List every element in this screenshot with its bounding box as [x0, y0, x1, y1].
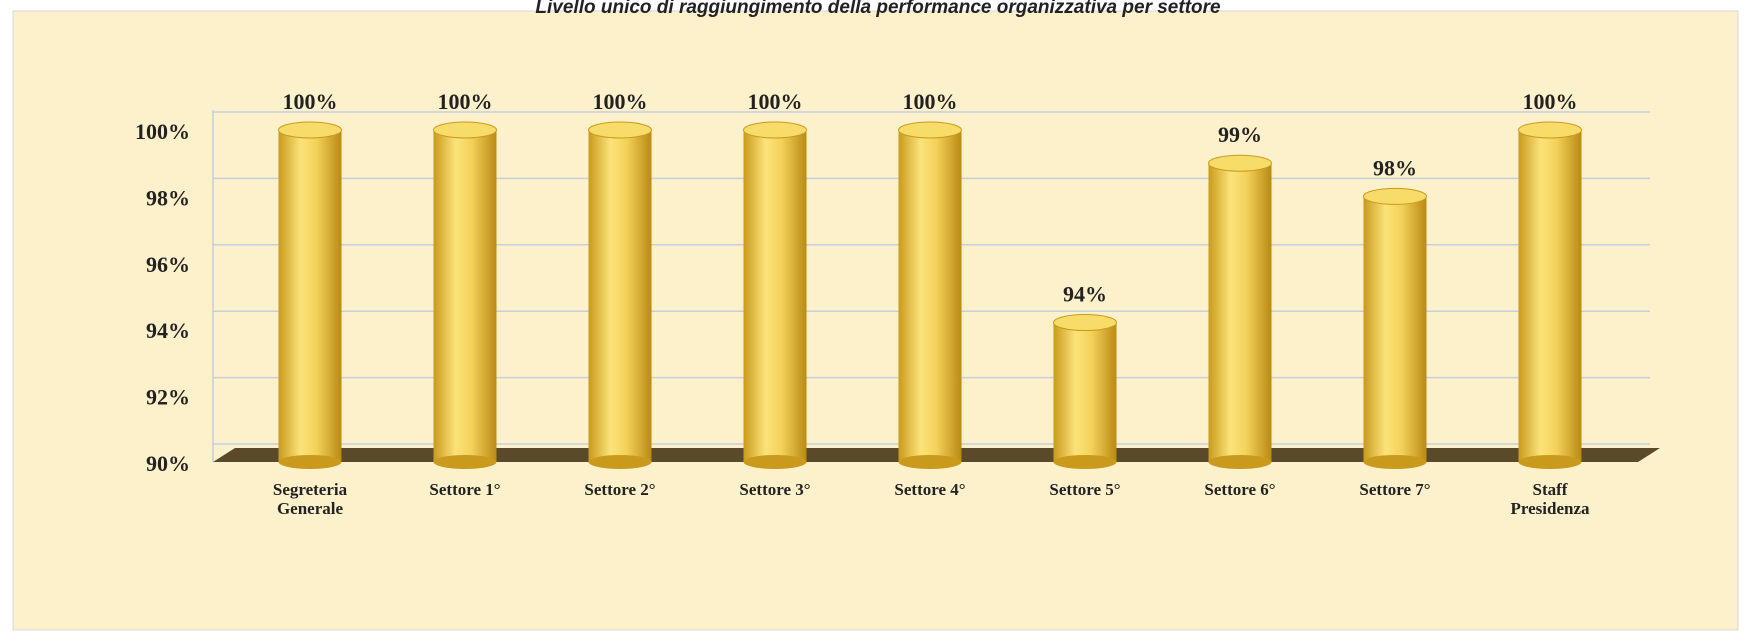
- value-label: 100%: [438, 89, 493, 114]
- x-tick-label: Settore 1°: [429, 480, 501, 499]
- y-tick-label: 94%: [146, 318, 190, 343]
- bar-top: [1363, 187, 1427, 205]
- bar: [278, 130, 342, 462]
- bar-top: [433, 121, 497, 139]
- bar-base: [1363, 455, 1427, 469]
- value-label: 99%: [1218, 122, 1262, 147]
- value-label: 100%: [283, 89, 338, 114]
- bar-base: [1208, 455, 1272, 469]
- bar: [743, 130, 807, 462]
- value-label: 94%: [1063, 282, 1107, 307]
- value-label: 100%: [1523, 89, 1578, 114]
- bar: [898, 130, 962, 462]
- x-tick-label: Settore 7°: [1359, 480, 1431, 499]
- bar-top: [1518, 121, 1582, 139]
- bar-base: [588, 455, 652, 469]
- x-tick-label: Settore 5°: [1049, 480, 1121, 499]
- bar-base: [1518, 455, 1582, 469]
- bar: [1363, 196, 1427, 462]
- bar-top: [588, 121, 652, 139]
- y-tick-label: 100%: [135, 119, 190, 144]
- bar-base: [898, 455, 962, 469]
- y-tick-label: 96%: [146, 252, 190, 277]
- value-label: 98%: [1373, 155, 1417, 180]
- chart-title: Livello unico di raggiungimento della pe…: [535, 0, 1221, 18]
- bar: [1053, 322, 1117, 462]
- x-tick-label: Settore 6°: [1204, 480, 1276, 499]
- x-tick-label: Staff Presidenza: [1510, 480, 1590, 518]
- y-tick-label: 90%: [146, 451, 190, 476]
- x-tick-label: Settore 2°: [584, 480, 656, 499]
- bar-top: [898, 121, 962, 139]
- value-label: 100%: [903, 89, 958, 114]
- x-tick-label: Settore 4°: [894, 480, 966, 499]
- x-tick-label: Segreteria Generale: [272, 480, 348, 518]
- bar-base: [278, 455, 342, 469]
- bar-top: [278, 121, 342, 139]
- bar: [433, 130, 497, 462]
- y-tick-label: 98%: [146, 185, 190, 210]
- y-tick-label: 92%: [146, 385, 190, 410]
- bar: [588, 130, 652, 462]
- bar: [1208, 163, 1272, 462]
- bar-top: [1208, 154, 1272, 172]
- value-label: 100%: [593, 89, 648, 114]
- bar-base: [433, 455, 497, 469]
- x-tick-label: Settore 3°: [739, 480, 811, 499]
- bar-base: [743, 455, 807, 469]
- bar: [1518, 130, 1582, 462]
- value-label: 100%: [748, 89, 803, 114]
- bar-top: [743, 121, 807, 139]
- bar-base: [1053, 455, 1117, 469]
- bar-top: [1053, 314, 1117, 332]
- plot-background: [12, 10, 1739, 631]
